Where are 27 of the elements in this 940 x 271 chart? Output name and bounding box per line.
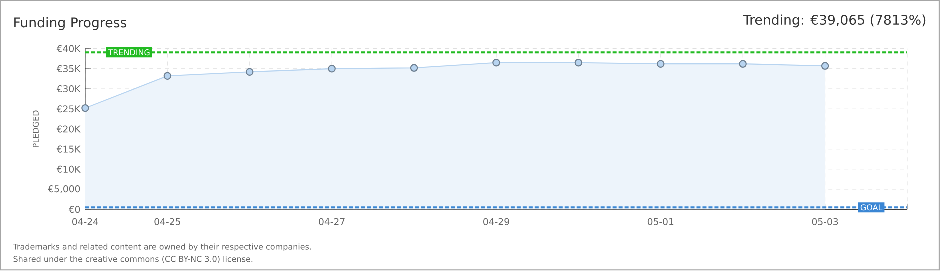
y-tick-label: €20K bbox=[56, 126, 81, 133]
point bbox=[492, 59, 500, 67]
x-tick-label: 04-24 bbox=[72, 218, 98, 226]
chart-title: Funding Progress bbox=[14, 18, 127, 30]
y-tick-label: €15K bbox=[56, 146, 81, 153]
y-tick-label: €30K bbox=[56, 86, 81, 93]
x-tick-label: 04-27 bbox=[319, 218, 345, 226]
point bbox=[82, 104, 90, 112]
y-tick-label: €10K bbox=[56, 166, 81, 174]
point bbox=[246, 68, 254, 76]
x-tick-label: 05-03 bbox=[812, 218, 838, 226]
point bbox=[328, 65, 336, 73]
point bbox=[164, 72, 172, 80]
point bbox=[739, 60, 747, 68]
chart-subtitle: Trending: €39,065 (7813%) bbox=[743, 14, 926, 28]
x-tick-label: 04-29 bbox=[484, 218, 510, 226]
y-tick-label: €40K bbox=[56, 45, 81, 52]
y-tick-label: €25K bbox=[56, 106, 81, 113]
point bbox=[574, 59, 583, 67]
x-tick-label: 04-25 bbox=[154, 218, 180, 226]
point bbox=[821, 62, 830, 70]
point bbox=[410, 64, 418, 72]
y-tick-label: €5,000 bbox=[48, 186, 80, 194]
y-tick-label: €0 bbox=[68, 206, 80, 214]
y-tick-label: €35K bbox=[56, 66, 81, 73]
point bbox=[657, 60, 665, 68]
x-tick-label: 05-01 bbox=[648, 218, 674, 226]
